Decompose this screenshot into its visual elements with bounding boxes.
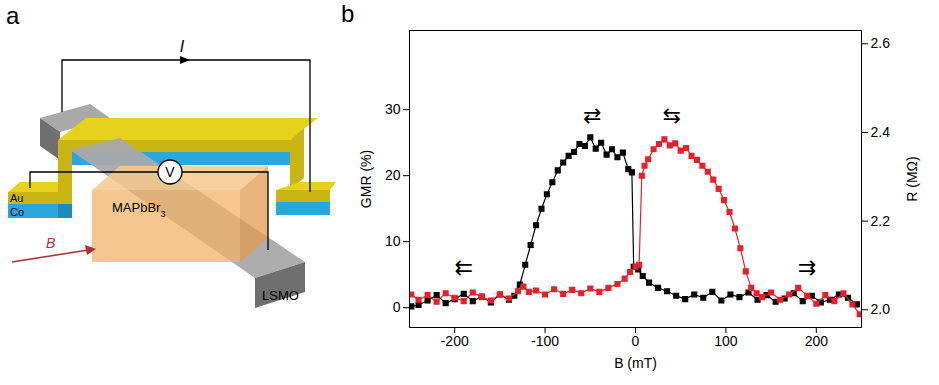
svg-text:V: V	[165, 164, 175, 180]
svg-text:2.6: 2.6	[871, 35, 891, 51]
svg-text:2.0: 2.0	[871, 301, 891, 317]
svg-text:0: 0	[393, 299, 401, 315]
svg-text:LSMO: LSMO	[262, 288, 299, 303]
svg-text:B (mT): B (mT)	[614, 355, 657, 371]
svg-text:Au: Au	[10, 192, 23, 204]
svg-text:-100: -100	[531, 333, 559, 349]
svg-text:MAPbBr3: MAPbBr3	[112, 200, 165, 219]
svg-text:⇇: ⇇	[455, 255, 473, 280]
svg-text:GMR (%): GMR (%)	[358, 150, 374, 208]
svg-text:⇄: ⇄	[583, 103, 601, 128]
svg-text:2.2: 2.2	[871, 213, 891, 229]
html-text:b: b	[341, 0, 355, 27]
svg-text:30: 30	[385, 101, 401, 117]
svg-text:100: 100	[714, 333, 738, 349]
svg-text:I: I	[180, 38, 185, 55]
svg-text:⇉: ⇉	[798, 255, 816, 280]
svg-text:B: B	[46, 235, 55, 251]
svg-text:0: 0	[632, 333, 640, 349]
svg-text:10: 10	[385, 233, 401, 249]
svg-text:a: a	[6, 2, 20, 29]
svg-text:200: 200	[805, 333, 829, 349]
svg-text:20: 20	[385, 167, 401, 183]
svg-text:Co: Co	[10, 206, 24, 218]
svg-text:⇆: ⇆	[662, 103, 680, 128]
svg-text:R (MΩ): R (MΩ)	[904, 156, 920, 201]
svg-text:2.4: 2.4	[871, 124, 891, 140]
svg-text:-200: -200	[441, 333, 469, 349]
